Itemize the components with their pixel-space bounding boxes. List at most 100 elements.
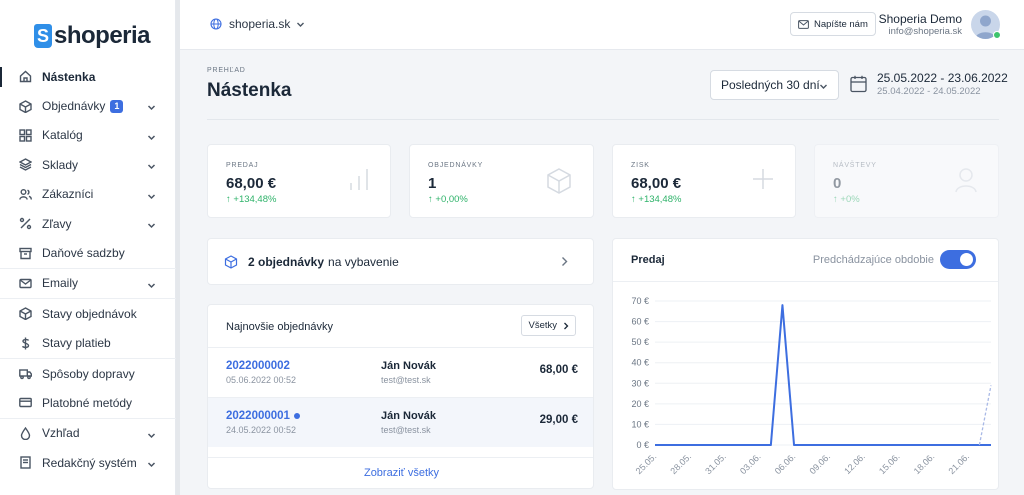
contact-us-button[interactable]: Napíšte nám xyxy=(790,12,876,36)
sidebar-item-label: Emaily xyxy=(42,276,79,291)
sales-chart-card: Predaj Predchádzajúce obdobie 0 € 10 € 20 … xyxy=(612,238,999,490)
order-id-link[interactable]: 2022000001 xyxy=(226,410,300,422)
sidebar-nav: Nástenka Objednávky 1 Katalóg Sklady Zákazníc… xyxy=(0,62,176,477)
stat-value: 68,00 € xyxy=(631,175,682,192)
sidebar-item-zakaznici[interactable]: Zákazníci xyxy=(0,180,176,209)
sidebar-divider xyxy=(0,267,176,269)
date-range[interactable]: 25.05.2022 - 23.06.2022 xyxy=(877,71,1008,85)
sidebar: shoperia Nástenka Objednávky 1 Katalóg Sklad… xyxy=(0,0,176,495)
order-id-link[interactable]: 2022000002 xyxy=(226,360,290,372)
y-tick-label: 50 € xyxy=(631,337,649,347)
sidebar-item-emaily[interactable]: Emaily xyxy=(0,269,176,298)
period-select[interactable]: Posledných 30 dní xyxy=(710,70,839,100)
pending-orders-banner[interactable]: 2 objednávky na vybavenie xyxy=(207,238,594,285)
grid-icon xyxy=(18,128,32,142)
previous-period-label: Predchádzajúce obdobie xyxy=(812,254,934,266)
sidebar-item-label: Redakčný systém xyxy=(42,455,137,470)
all-orders-button[interactable]: Všetky xyxy=(521,315,576,336)
x-tick-label: 25.05. xyxy=(634,451,659,476)
customer-email: test@test.sk xyxy=(381,375,431,385)
sidebar-item-label: Stavy objednávok xyxy=(42,306,137,321)
user-avatar-icon xyxy=(975,15,996,39)
logo-text: shoperia xyxy=(54,22,151,49)
user-email: info@shoperia.sk xyxy=(888,26,962,37)
y-tick-label: 30 € xyxy=(631,378,649,388)
sidebar-item-stavy-objednavok[interactable]: Stavy objednávok xyxy=(0,299,176,328)
sidebar-item-sklady[interactable]: Sklady xyxy=(0,150,176,179)
table-row[interactable]: 2022000001 24.05.2022 00:52 Ján Novák te… xyxy=(208,397,593,447)
chevron-down-icon xyxy=(147,101,156,111)
sidebar-item-nastenka[interactable]: Nástenka xyxy=(0,62,176,91)
x-tick-label: 15.06. xyxy=(877,451,902,476)
globe-icon xyxy=(210,18,222,30)
y-tick-label: 40 € xyxy=(631,358,649,368)
sidebar-scrollbar[interactable] xyxy=(176,0,180,495)
chevron-down-icon xyxy=(297,22,305,27)
new-order-indicator xyxy=(293,412,300,419)
sales-chart: 0 € 10 € 20 € 30 € 40 € 50 € 60 € 70 € 25.05. 28.… xyxy=(631,296,992,476)
sidebar-item-vzhlad[interactable]: Vzhľad xyxy=(0,419,176,448)
sidebar-item-label: Daňové sadzby xyxy=(42,246,125,261)
y-tick-label: 10 € xyxy=(631,419,649,429)
stat-value: 1 xyxy=(428,175,437,192)
sidebar-item-danove-sadzby[interactable]: Daňové sadzby xyxy=(0,238,176,267)
sidebar-item-katalog[interactable]: Katalóg xyxy=(0,121,176,150)
page-title: Nástenka xyxy=(207,80,292,101)
date-range-previous: 25.04.2022 - 24.05.2022 xyxy=(877,86,981,97)
stat-label: PREDAJ xyxy=(226,162,259,169)
x-tick-label: 06.06. xyxy=(773,451,798,476)
table-row[interactable]: 2022000002 05.06.2022 00:52 Ján Novák te… xyxy=(208,347,593,397)
topbar: shoperia.sk Napíšte nám Shoperia Demo in… xyxy=(180,0,1024,50)
cube-icon xyxy=(18,307,32,321)
user-name[interactable]: Shoperia Demo xyxy=(878,12,962,26)
sidebar-item-label: Katalóg xyxy=(42,128,83,143)
stat-card-visits: NÁVŠTEVY 0 ↑ +0% xyxy=(814,144,999,218)
customer-name: Ján Novák xyxy=(381,410,437,422)
sidebar-item-sposoby-dopravy[interactable]: Spôsoby dopravy xyxy=(0,359,176,388)
archive-icon xyxy=(18,246,32,260)
site-selector[interactable]: shoperia.sk xyxy=(210,17,305,31)
customer-name: Ján Novák xyxy=(381,360,437,372)
chevron-right-icon xyxy=(564,322,569,329)
show-all-orders-link[interactable]: Zobraziť všetky xyxy=(208,457,593,479)
mail-icon xyxy=(798,19,809,29)
sidebar-item-label: Stavy platieb xyxy=(42,336,111,351)
stat-change: ↑ +134,48% xyxy=(226,194,277,205)
x-tick-label: 28.05. xyxy=(668,451,693,476)
chevron-down-icon xyxy=(147,429,156,438)
logo[interactable]: shoperia xyxy=(34,22,151,50)
stat-change: ↑ +0% xyxy=(833,194,860,205)
sidebar-item-zlavy[interactable]: Zľavy xyxy=(0,209,176,238)
calendar-icon[interactable] xyxy=(850,75,867,93)
sidebar-item-platobne-metody[interactable]: Platobné metódy xyxy=(0,388,176,417)
bar-chart-icon xyxy=(348,167,370,196)
sidebar-item-stavy-platieb[interactable]: Stavy platieb xyxy=(0,329,176,358)
cube-icon xyxy=(18,99,32,113)
sidebar-divider xyxy=(0,357,176,359)
x-tick-label: 21.06. xyxy=(946,451,971,476)
sales-title: Predaj xyxy=(631,254,665,266)
customer-email: test@test.sk xyxy=(381,425,431,435)
stat-change: ↑ +0,00% xyxy=(428,194,468,205)
chevron-down-icon xyxy=(820,84,827,89)
stat-label: OBJEDNÁVKY xyxy=(428,162,484,169)
sidebar-item-label: Platobné metódy xyxy=(42,395,133,410)
divider xyxy=(613,281,998,282)
chevron-down-icon xyxy=(147,279,156,288)
sidebar-item-redakcny-system[interactable]: Redakčný systém xyxy=(0,448,176,477)
stat-card-orders: OBJEDNÁVKY 1 ↑ +0,00% xyxy=(409,144,594,218)
sidebar-item-label: Objednávky xyxy=(42,99,106,114)
online-status-dot xyxy=(993,31,1001,39)
stat-value: 0 xyxy=(833,175,842,192)
pending-count: 2 objednávky xyxy=(248,254,325,269)
x-tick-label: 09.06. xyxy=(807,451,832,476)
sidebar-item-objednavky[interactable]: Objednávky 1 xyxy=(0,91,176,120)
sidebar-divider xyxy=(0,298,176,300)
count-badge: 1 xyxy=(110,99,124,113)
latest-orders-title: Najnovšie objednávky xyxy=(226,321,334,333)
sidebar-item-label: Zľavy xyxy=(42,216,72,231)
dollar-icon xyxy=(18,336,32,350)
latest-orders-card: Najnovšie objednávky Všetky 2022000002 0… xyxy=(207,304,594,489)
truck-icon xyxy=(18,367,32,381)
previous-period-toggle[interactable] xyxy=(940,250,976,269)
